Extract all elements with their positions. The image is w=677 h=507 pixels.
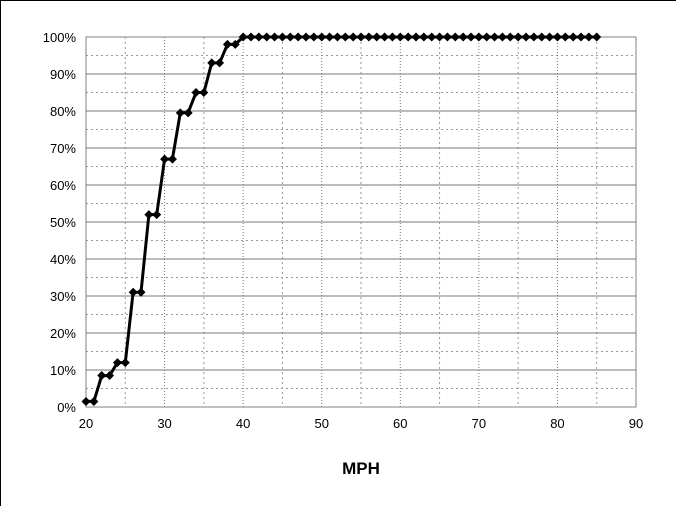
data-point-marker [112, 358, 122, 368]
data-point-marker [450, 32, 460, 42]
y-tick-label: 40% [50, 252, 76, 267]
x-tick-label: 50 [314, 416, 328, 431]
data-point-marker [97, 371, 107, 381]
y-tick-label: 0% [57, 400, 76, 415]
data-point-marker [317, 32, 327, 42]
y-tick-label: 90% [50, 67, 76, 82]
data-point-marker [152, 210, 162, 220]
data-point-marker [584, 32, 594, 42]
series-group [81, 32, 602, 406]
data-point-marker [293, 32, 303, 42]
y-tick-label: 100% [43, 30, 77, 45]
data-point-marker [325, 32, 335, 42]
x-tick-label: 30 [157, 416, 171, 431]
y-tick-label: 30% [50, 289, 76, 304]
data-point-marker [136, 287, 146, 297]
x-tick-label: 20 [79, 416, 93, 431]
data-point-marker [505, 32, 515, 42]
data-point-marker [191, 88, 201, 97]
data-point-marker [81, 396, 91, 406]
data-point-marker [372, 32, 382, 42]
data-point-marker [105, 371, 115, 381]
data-point-marker [199, 88, 209, 97]
data-point-marker [144, 210, 154, 220]
data-point-marker [466, 32, 476, 42]
data-point-marker [513, 32, 523, 42]
data-point-marker [537, 32, 547, 42]
data-point-marker [529, 32, 539, 42]
data-point-marker [207, 58, 217, 68]
data-point-marker [419, 32, 429, 42]
y-tick-label: 10% [50, 363, 76, 378]
data-point-marker [89, 396, 99, 406]
data-point-marker [497, 32, 507, 42]
data-point-marker [309, 32, 319, 42]
data-point-marker [340, 32, 350, 42]
data-point-marker [442, 32, 452, 42]
data-point-marker [167, 154, 177, 164]
data-point-marker [301, 32, 311, 42]
data-point-marker [395, 32, 405, 42]
data-point-marker [411, 32, 421, 42]
data-point-marker [592, 32, 602, 42]
data-point-marker [120, 358, 130, 368]
data-point-marker [230, 39, 240, 49]
data-point-marker [348, 32, 358, 42]
data-point-marker [183, 108, 193, 118]
data-point-marker [560, 32, 570, 42]
data-point-marker [332, 32, 342, 42]
data-point-marker [490, 32, 500, 42]
data-point-marker [545, 32, 555, 42]
data-point-marker [254, 32, 264, 42]
data-point-marker [576, 32, 586, 42]
data-point-marker [474, 32, 484, 42]
data-point-marker [552, 32, 562, 42]
x-tick-label: 40 [236, 416, 250, 431]
x-tick-label: 60 [393, 416, 407, 431]
major-gridlines [86, 37, 636, 407]
data-point-marker [521, 32, 531, 42]
y-tick-label: 80% [50, 104, 76, 119]
data-point-marker [175, 108, 185, 118]
y-tick-label: 60% [50, 178, 76, 193]
y-tick-label: 20% [50, 326, 76, 341]
data-point-marker [215, 58, 225, 68]
data-point-marker [277, 32, 287, 42]
data-point-marker [238, 32, 248, 42]
y-tick-label: 50% [50, 215, 76, 230]
x-axis-tick-labels: 20 30 40 50 60 70 80 90 [79, 416, 643, 431]
data-point-marker [128, 287, 138, 297]
data-point-marker [285, 32, 295, 42]
data-point-marker [568, 32, 578, 42]
y-axis-tick-labels: 0% 10% 20% 30% 40% 50% 60% 70% 80% 90% 100% [43, 30, 77, 415]
data-point-marker [403, 32, 413, 42]
data-point-marker [458, 32, 468, 42]
data-point-marker [435, 32, 445, 42]
x-tick-label: 70 [472, 416, 486, 431]
data-point-marker [246, 32, 256, 42]
y-tick-label: 70% [50, 141, 76, 156]
data-point-marker [262, 32, 272, 42]
x-axis-label: MPH [342, 459, 380, 478]
data-point-marker [427, 32, 437, 42]
data-point-marker [380, 32, 390, 42]
data-point-marker [482, 32, 492, 42]
data-point-marker [160, 154, 170, 164]
x-tick-label: 80 [550, 416, 564, 431]
data-point-marker [387, 32, 397, 42]
x-tick-label: 90 [629, 416, 643, 431]
data-point-marker [356, 32, 366, 42]
data-point-marker [270, 32, 280, 42]
data-point-marker [364, 32, 374, 42]
data-point-marker [222, 39, 232, 49]
